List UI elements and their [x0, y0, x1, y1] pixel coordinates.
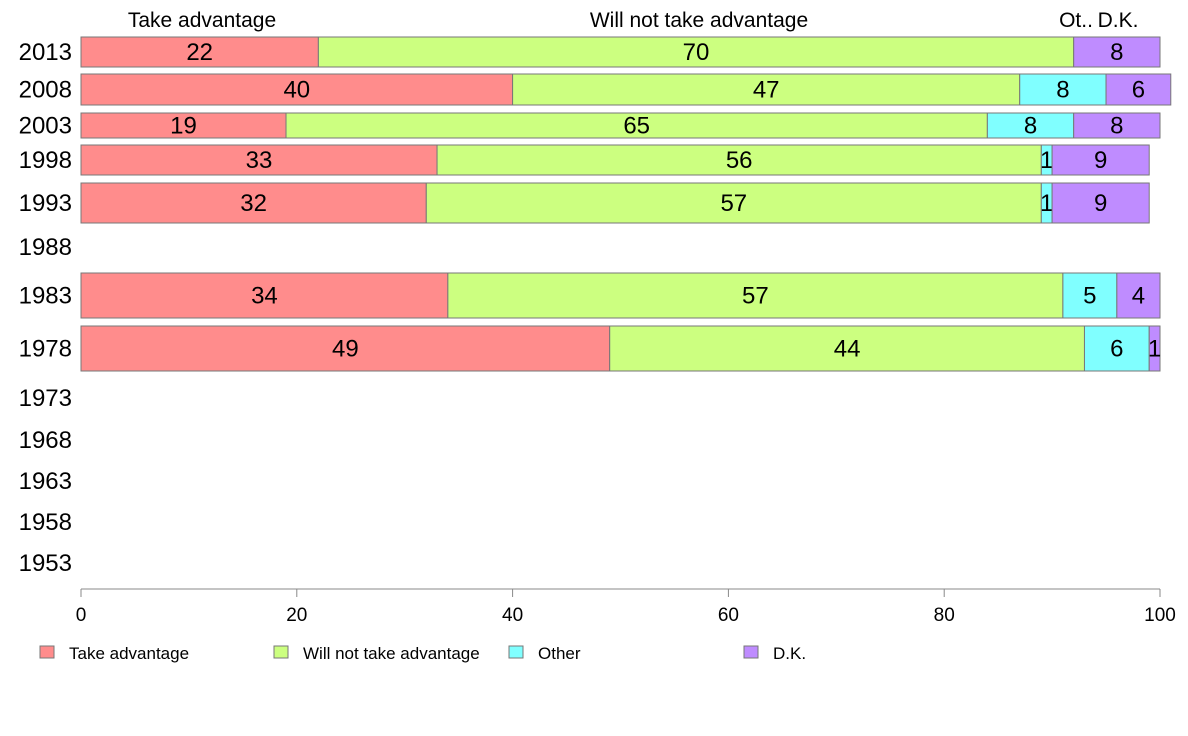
bar-value-2008-series-1: 40 — [283, 77, 310, 104]
legend-swatch-2 — [273, 645, 289, 659]
bar-2008-series-4 — [1105, 73, 1172, 106]
year-label-1953: 1953 — [19, 550, 72, 577]
legend-label-1: Take advantage — [69, 644, 189, 663]
bar-value-2013-series-4: 8 — [1110, 39, 1123, 66]
column-header-3: Ot.. — [1059, 9, 1093, 32]
bar-1978-series-4 — [1148, 325, 1161, 372]
bar-2003-series-3 — [986, 112, 1075, 139]
bar-value-2008-series-4: 6 — [1132, 77, 1145, 104]
year-label-1958: 1958 — [19, 509, 72, 536]
bar-value-1993-series-1: 32 — [240, 190, 267, 217]
year-label-2013: 2013 — [19, 39, 72, 66]
year-label-1993: 1993 — [19, 190, 72, 217]
year-label-1988: 1988 — [19, 234, 72, 261]
bar-2003-series-2 — [285, 112, 988, 139]
bar-2013-series-1 — [80, 36, 319, 68]
bar-1983-series-4 — [1116, 272, 1161, 319]
bar-value-1983-series-3: 5 — [1083, 283, 1096, 310]
year-label-1968: 1968 — [19, 427, 72, 454]
x-tick-label-60: 60 — [718, 605, 739, 626]
legend-swatch-1 — [39, 645, 55, 659]
bar-value-1993-series-4: 9 — [1094, 190, 1107, 217]
legend-label-2: Will not take advantage — [303, 644, 480, 663]
year-label-1998: 1998 — [19, 147, 72, 174]
bar-2008-series-3 — [1019, 73, 1107, 106]
bar-value-1998-series-3: 1 — [1040, 147, 1053, 174]
legend-swatch-3 — [508, 645, 524, 659]
column-headers: Take advantage Will not take advantage Ot.… — [128, 9, 1139, 32]
legend-swatch-4 — [743, 645, 759, 659]
x-tick-label-20: 20 — [286, 605, 307, 626]
column-header-4: D.K. — [1098, 9, 1139, 32]
year-label-1973: 1973 — [19, 385, 72, 412]
legend-label-3: Other — [538, 644, 581, 663]
bar-1998-series-1 — [80, 144, 438, 176]
legend-label-4: D.K. — [773, 644, 806, 663]
bar-value-2008-series-3: 8 — [1056, 77, 1069, 104]
bar-value-2003-series-3: 8 — [1024, 113, 1037, 140]
bar-1978-series-2 — [609, 325, 1085, 372]
year-label-2008: 2008 — [19, 77, 72, 104]
bar-2013-series-2 — [317, 36, 1075, 68]
bar-value-2013-series-1: 22 — [186, 39, 213, 66]
bar-value-1978-series-4: 1 — [1148, 336, 1161, 363]
bar-value-1998-series-2: 56 — [726, 147, 753, 174]
x-tick-label-40: 40 — [502, 605, 523, 626]
bar-value-1993-series-2: 57 — [720, 190, 747, 217]
bar-value-2003-series-2: 65 — [623, 113, 650, 140]
column-header-2: Will not take advantage — [590, 9, 808, 32]
bar-1993-series-4 — [1051, 182, 1150, 224]
year-labels: 2013 2008 2003 1998 1993 1988 1983 1978 1973 1968… — [19, 39, 72, 577]
bar-value-1983-series-2: 57 — [742, 283, 769, 310]
bar-value-2013-series-2: 70 — [683, 39, 710, 66]
column-header-1: Take advantage — [128, 9, 276, 32]
bar-2008-series-2 — [512, 73, 1021, 106]
x-tick-label-80: 80 — [934, 605, 955, 626]
bar-1983-series-3 — [1062, 272, 1118, 319]
bar-value-2003-series-1: 19 — [170, 113, 197, 140]
bar-value-1978-series-1: 49 — [332, 336, 359, 363]
bar-value-1983-series-1: 34 — [251, 283, 278, 310]
bar-1983-series-1 — [80, 272, 449, 319]
bar-value-1978-series-3: 6 — [1110, 336, 1123, 363]
bar-2003-series-1 — [80, 112, 287, 139]
bar-1993-series-1 — [80, 182, 427, 224]
year-label-1963: 1963 — [19, 468, 72, 495]
bar-value-2003-series-4: 8 — [1110, 113, 1123, 140]
bar-value-2008-series-2: 47 — [753, 77, 780, 104]
bar-value-1983-series-4: 4 — [1132, 283, 1145, 310]
year-label-1983: 1983 — [19, 283, 72, 310]
bar-value-1993-series-3: 1 — [1040, 190, 1053, 217]
bar-1978-series-3 — [1083, 325, 1150, 372]
bar-1983-series-2 — [447, 272, 1064, 319]
x-tick-label-0: 0 — [76, 605, 87, 626]
bar-1998-series-2 — [436, 144, 1042, 176]
year-label-2003: 2003 — [19, 113, 72, 140]
x-axis: 0 20 40 60 80 100 — [76, 588, 1176, 626]
bar-value-1978-series-2: 44 — [834, 336, 861, 363]
bar-value-1998-series-1: 33 — [246, 147, 273, 174]
bar-2003-series-4 — [1073, 112, 1161, 139]
bar-1998-series-4 — [1051, 144, 1150, 176]
bar-value-1998-series-4: 9 — [1094, 147, 1107, 174]
bars: 22 70 840 47 8 619 65 8 833 56 1 932 57 1 934 57 5 449 44 6… — [80, 36, 1172, 372]
year-label-1978: 1978 — [19, 336, 72, 363]
x-tick-label-100: 100 — [1144, 605, 1176, 626]
bar-1978-series-1 — [80, 325, 611, 372]
bar-2013-series-4 — [1073, 36, 1161, 68]
legend: Take advantage Will not take advantage Oth… — [39, 644, 806, 663]
